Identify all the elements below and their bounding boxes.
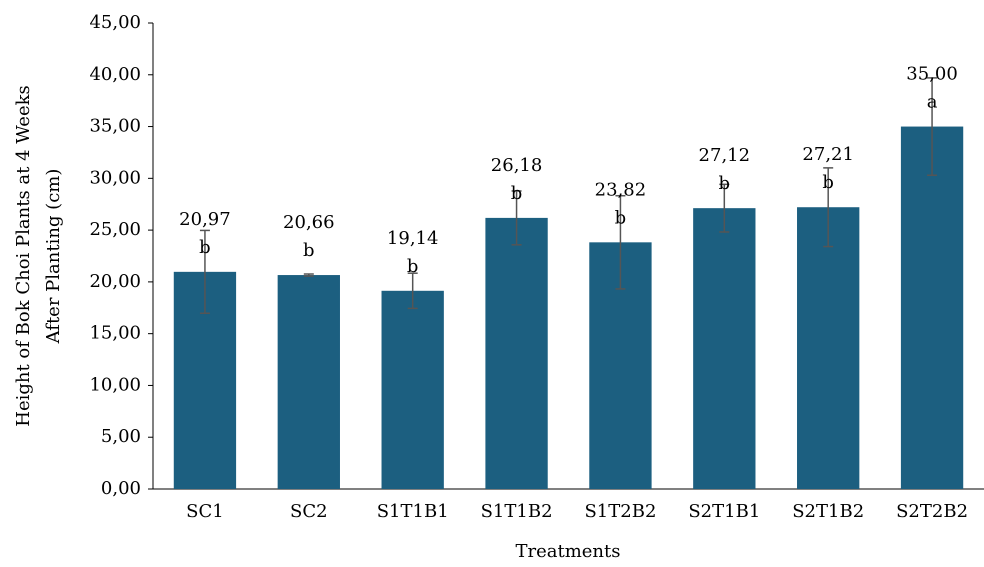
x-tick-label: S2T1B2	[792, 501, 864, 522]
significance-letter: a	[927, 92, 938, 113]
value-label: 20,97	[179, 209, 231, 230]
x-tick-label: S1T2B2	[584, 501, 656, 522]
y-axis-label: Height of Bok Choi Plants at 4 Weeks	[13, 85, 34, 427]
significance-letter: b	[199, 237, 211, 258]
value-label: 23,82	[595, 179, 647, 200]
significance-letter: b	[407, 256, 419, 277]
y-tick-label: 40,00	[89, 64, 141, 85]
y-tick-label: 20,00	[89, 271, 141, 292]
value-label: 27,12	[699, 145, 751, 166]
x-tick-label: S1T1B1	[377, 501, 449, 522]
x-tick-label: SC1	[186, 501, 224, 522]
significance-letter: b	[822, 172, 834, 193]
x-tick-label: S1T1B2	[481, 501, 553, 522]
value-label: 27,21	[802, 144, 854, 165]
value-label: 26,18	[491, 155, 543, 176]
value-label: 19,14	[387, 228, 439, 249]
bar	[900, 126, 964, 490]
x-tick-label: SC2	[290, 501, 328, 522]
y-tick-label: 15,00	[89, 323, 141, 344]
bar	[693, 208, 756, 489]
y-tick-label: 10,00	[89, 374, 141, 395]
y-axis-label: After Planting (cm)	[43, 169, 64, 345]
y-tick-label: 30,00	[89, 167, 141, 188]
value-label: 35,00	[906, 64, 958, 85]
significance-letter: b	[303, 240, 315, 261]
significance-letter: b	[511, 183, 523, 204]
bar	[797, 207, 860, 489]
y-tick-label: 25,00	[89, 219, 141, 240]
bar	[381, 290, 444, 489]
significance-letter: b	[615, 207, 627, 228]
value-label: 20,66	[283, 212, 335, 233]
x-axis-label: Treatments	[515, 541, 620, 562]
bar	[485, 217, 548, 490]
x-tick-label: S2T1B1	[688, 501, 760, 522]
y-tick-label: 45,00	[89, 12, 141, 33]
significance-letter: b	[719, 173, 731, 194]
x-tick-label: S2T2B2	[896, 501, 968, 522]
y-tick-label: 35,00	[89, 116, 141, 137]
bar	[277, 275, 340, 489]
y-tick-label: 5,00	[101, 426, 141, 447]
y-tick-label: 0,00	[101, 478, 141, 499]
